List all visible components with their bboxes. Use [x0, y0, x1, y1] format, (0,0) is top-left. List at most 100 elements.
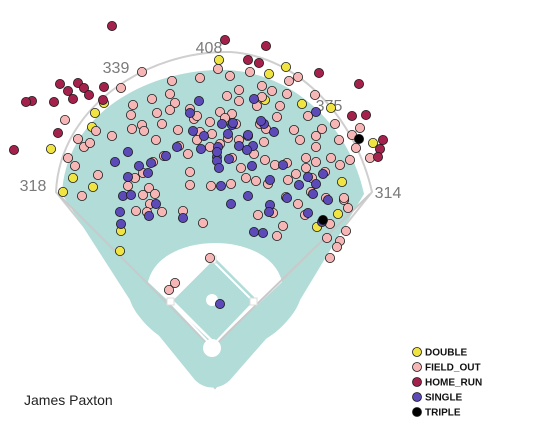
hit-point-field-out	[324, 252, 335, 263]
hit-point-field-out	[240, 172, 251, 183]
hit-point-home-run	[219, 35, 230, 46]
hit-point-single	[317, 168, 328, 179]
hit-point-field-out	[169, 277, 180, 288]
grass	[62, 69, 364, 353]
hit-point-field-out	[138, 126, 149, 137]
hit-point-field-out	[259, 154, 270, 165]
hit-point-field-out	[294, 134, 305, 145]
hit-point-single	[302, 207, 313, 218]
hit-point-field-out	[325, 152, 336, 163]
hit-point-field-out	[282, 174, 293, 185]
hit-point-field-out	[184, 166, 195, 177]
hit-point-field-out	[172, 125, 183, 136]
hit-points	[8, 20, 388, 309]
hit-point-field-out	[123, 180, 134, 191]
hit-point-home-run	[84, 90, 95, 101]
hit-point-single	[241, 144, 252, 155]
distance-label: 318	[20, 178, 47, 195]
hit-point-field-out	[164, 105, 175, 116]
hit-point-field-out	[164, 89, 175, 100]
hit-point-single	[187, 126, 198, 137]
hit-point-single	[255, 116, 266, 127]
hit-point-field-out	[342, 202, 353, 213]
hit-point-field-out	[277, 220, 288, 231]
hit-point-home-run	[107, 20, 118, 31]
hit-point-single	[302, 171, 313, 182]
hit-point-single	[215, 180, 226, 191]
hit-point-double	[58, 186, 69, 197]
hit-point-field-out	[300, 162, 311, 173]
hit-point-field-out	[221, 91, 232, 102]
legend-label: SINGLE	[425, 393, 463, 404]
hit-point-field-out	[166, 76, 177, 87]
hit-point-double	[280, 62, 291, 73]
hit-point-field-out	[205, 180, 216, 191]
hit-point-single	[223, 153, 234, 164]
hit-point-home-run	[8, 144, 19, 155]
hit-point-field-out	[194, 73, 205, 84]
hit-point-double	[115, 245, 126, 256]
hit-point-field-out	[250, 175, 261, 186]
hit-point-double	[263, 69, 274, 80]
hit-point-single	[150, 198, 161, 209]
hit-point-single	[293, 179, 304, 190]
grass-lower	[130, 300, 300, 388]
hit-point-home-run	[68, 94, 79, 105]
hit-point-single	[248, 94, 259, 105]
legend-marker	[412, 392, 422, 402]
hit-point-field-out	[344, 154, 355, 165]
hit-point-field-out	[333, 134, 344, 145]
hit-point-field-out	[309, 90, 320, 101]
hit-point-single	[277, 159, 288, 170]
hit-point-single	[222, 128, 233, 139]
hit-point-field-out	[146, 94, 157, 105]
hit-point-single	[198, 130, 209, 141]
hit-point-double	[296, 99, 307, 110]
hit-point-single	[263, 206, 274, 217]
hit-point-home-run	[372, 151, 383, 162]
hit-point-field-out	[73, 133, 84, 144]
hit-point-field-out	[116, 83, 127, 94]
hit-point-field-out	[350, 142, 361, 153]
hit-point-single	[142, 167, 153, 178]
hit-point-home-run	[53, 127, 64, 138]
pitchers-mound	[206, 294, 218, 306]
legend-label: TRIPLE	[425, 408, 461, 419]
hit-point-single	[195, 143, 206, 154]
right-foul-line	[211, 193, 371, 349]
hit-point-field-out	[292, 72, 303, 83]
hit-point-field-out	[126, 110, 137, 121]
hit-point-field-out	[244, 67, 255, 78]
hit-point-double	[90, 108, 101, 119]
hit-point-field-out	[271, 230, 282, 241]
hit-point-field-out	[233, 85, 244, 96]
hit-point-single	[233, 140, 244, 151]
hit-point-single	[264, 174, 275, 185]
hit-point-field-out	[321, 232, 332, 243]
hit-point-home-run	[98, 95, 109, 106]
left-foul-line	[57, 193, 213, 349]
hit-point-field-out	[290, 168, 301, 179]
hit-point-field-out	[156, 119, 167, 130]
hit-point-single	[248, 226, 259, 237]
hit-point-single	[145, 157, 156, 168]
hit-point-home-run	[79, 83, 90, 94]
hit-point-field-out	[150, 134, 161, 145]
first-base	[249, 297, 258, 306]
hit-point-field-out	[93, 169, 104, 180]
hit-point-field-out	[310, 141, 321, 152]
hit-point-field-out	[338, 192, 349, 203]
hit-point-field-out	[281, 89, 292, 100]
hit-point-single	[123, 171, 134, 182]
hit-point-triple	[353, 133, 364, 144]
hit-point-field-out	[85, 137, 96, 148]
hit-point-field-out	[340, 225, 351, 236]
hit-point-field-out	[204, 117, 215, 128]
hit-point-single	[242, 190, 253, 201]
hit-point-single	[115, 206, 126, 217]
hit-point-triple	[317, 214, 328, 225]
hit-point-field-out	[283, 76, 294, 87]
hit-point-field-out	[127, 124, 138, 135]
hit-point-field-out	[60, 115, 71, 126]
hit-point-field-out	[70, 160, 81, 171]
